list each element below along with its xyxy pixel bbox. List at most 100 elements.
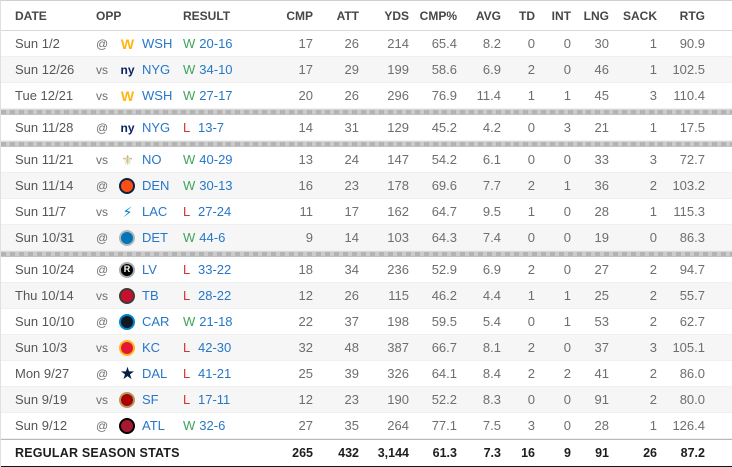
season-stats-row: REGULAR SEASON STATS 265 432 3,144 61.3 7.3 1… xyxy=(1,439,732,467)
team-logo-icon[interactable]: ⚡ xyxy=(122,203,133,220)
stat-rtg: 115.3 xyxy=(673,204,705,219)
stat-sack: 3 xyxy=(649,340,657,355)
home-away-indicator: vs xyxy=(96,392,108,407)
team-link[interactable]: WSH xyxy=(142,36,173,51)
stat-lng: 37 xyxy=(594,340,609,355)
stat-rtg: 126.4 xyxy=(672,418,705,433)
team-link[interactable]: CAR xyxy=(142,314,170,329)
stat-int: 0 xyxy=(563,262,571,277)
opponent-cell: vs ny NYG xyxy=(91,61,181,79)
team-logo-icon[interactable] xyxy=(119,417,135,434)
opponent-cell: vs TB xyxy=(91,287,181,304)
team-logo-icon[interactable]: W xyxy=(120,87,135,104)
stat-int: 1 xyxy=(563,314,571,329)
game-date: Sun 10/10 xyxy=(15,314,75,329)
stat-sack: 0 xyxy=(649,230,657,245)
game-date: Tue 12/21 xyxy=(15,88,74,103)
game-score-link[interactable]: 33-22 xyxy=(198,262,232,277)
game-score-link[interactable]: 27-17 xyxy=(199,88,233,103)
game-score-link[interactable]: 42-30 xyxy=(198,340,232,355)
team-link[interactable]: NYG xyxy=(142,62,171,77)
game-score-link[interactable]: 41-21 xyxy=(198,366,232,381)
team-logo-icon[interactable]: R xyxy=(119,261,135,278)
season-total-yds: 3,144 xyxy=(377,446,409,460)
game-score-link[interactable]: 34-10 xyxy=(199,62,233,77)
stat-sack: 2 xyxy=(649,178,657,193)
column-header-lng: LNG xyxy=(583,8,609,23)
team-link[interactable]: WSH xyxy=(142,88,173,103)
season-total-int: 9 xyxy=(564,446,571,460)
column-header-avg: AVG xyxy=(475,8,501,23)
stat-att: 34 xyxy=(344,262,359,277)
team-logo-icon[interactable]: W xyxy=(120,35,135,52)
column-header-sack: SACK xyxy=(622,8,657,23)
stat-int: 0 xyxy=(563,418,571,433)
team-logo-icon[interactable] xyxy=(119,229,135,246)
column-header-date: DATE xyxy=(15,8,47,23)
game-score-link[interactable]: 40-29 xyxy=(199,152,233,167)
stat-cmppct: 76.9 xyxy=(431,88,457,103)
team-logo-icon[interactable]: ⚜ xyxy=(121,151,134,168)
stat-att: 26 xyxy=(344,88,359,103)
stat-rtg: 90.9 xyxy=(679,36,705,51)
team-link[interactable]: SF xyxy=(142,392,159,407)
game-row: Sun 10/31 @ DET W 44-6 9 14 103 64.3 7.4 … xyxy=(1,225,732,251)
team-logo-icon[interactable] xyxy=(119,339,135,356)
stat-sack: 2 xyxy=(649,314,657,329)
opponent-cell: @ ATL xyxy=(91,417,181,434)
team-logo-icon[interactable] xyxy=(119,313,135,330)
stat-rtg: 86.0 xyxy=(679,366,705,381)
season-total-rtg: 87.2 xyxy=(680,446,705,460)
game-score-link[interactable]: 28-22 xyxy=(198,288,232,303)
team-logo-icon[interactable] xyxy=(119,287,135,304)
stat-yds: 147 xyxy=(387,152,409,167)
result-cell: W 30-13 xyxy=(181,178,269,193)
game-date: Sun 10/24 xyxy=(15,262,75,277)
stat-sack: 3 xyxy=(649,152,657,167)
team-logo-icon[interactable]: ★ xyxy=(119,364,136,383)
win-loss-indicator: W xyxy=(183,178,196,193)
game-score-link[interactable]: 13-7 xyxy=(198,120,225,135)
result-cell: W 32-6 xyxy=(181,418,269,433)
game-row: Sun 9/19 vs SF L 17-11 12 23 190 52.2 8.3… xyxy=(1,387,732,413)
team-link[interactable]: DAL xyxy=(142,366,168,381)
game-score-link[interactable]: 21-18 xyxy=(199,314,233,329)
stat-yds: 236 xyxy=(387,262,409,277)
stat-rtg: 103.2 xyxy=(672,178,705,193)
team-logo-icon[interactable] xyxy=(119,177,135,194)
game-row: Sun 11/21 vs ⚜ NO W 40-29 13 24 147 54.2 … xyxy=(1,147,732,173)
team-link[interactable]: LAC xyxy=(142,204,168,219)
stat-avg: 6.9 xyxy=(482,62,501,77)
team-link[interactable]: NYG xyxy=(142,120,171,135)
team-link[interactable]: LV xyxy=(142,262,157,277)
stat-avg: 8.3 xyxy=(482,392,501,407)
game-score-link[interactable]: 27-24 xyxy=(198,204,232,219)
stat-lng: 36 xyxy=(594,178,609,193)
team-link[interactable]: ATL xyxy=(142,418,165,433)
team-link[interactable]: DET xyxy=(142,230,168,245)
team-logo-icon[interactable]: ny xyxy=(120,120,135,135)
season-total-avg: 7.3 xyxy=(483,446,501,460)
game-score-link[interactable]: 20-16 xyxy=(199,36,233,51)
game-score-link[interactable]: 17-11 xyxy=(198,392,231,407)
team-logo-icon[interactable] xyxy=(119,391,135,408)
stat-td: 2 xyxy=(527,340,535,355)
game-score-link[interactable]: 30-13 xyxy=(199,178,233,193)
stat-int: 2 xyxy=(563,366,571,381)
game-date: Sun 1/2 xyxy=(15,36,60,51)
game-row: Sun 10/24 @ R LV L 33-22 18 34 236 52.9 6… xyxy=(1,257,732,283)
stat-yds: 162 xyxy=(387,204,409,219)
stat-cmp: 18 xyxy=(298,262,313,277)
game-score-link[interactable]: 44-6 xyxy=(199,230,226,245)
team-logo-icon[interactable]: ny xyxy=(120,62,135,77)
stat-yds: 178 xyxy=(387,178,409,193)
team-link[interactable]: DEN xyxy=(142,178,170,193)
team-link[interactable]: TB xyxy=(142,288,159,303)
team-link[interactable]: KC xyxy=(142,340,161,355)
opponent-cell: vs ⚜ NO xyxy=(91,151,181,169)
stat-int: 0 xyxy=(563,62,571,77)
game-score-link[interactable]: 32-6 xyxy=(199,418,226,433)
team-link[interactable]: NO xyxy=(142,152,162,167)
column-header-rtg: RTG xyxy=(679,8,705,23)
stat-rtg: 72.7 xyxy=(679,152,705,167)
